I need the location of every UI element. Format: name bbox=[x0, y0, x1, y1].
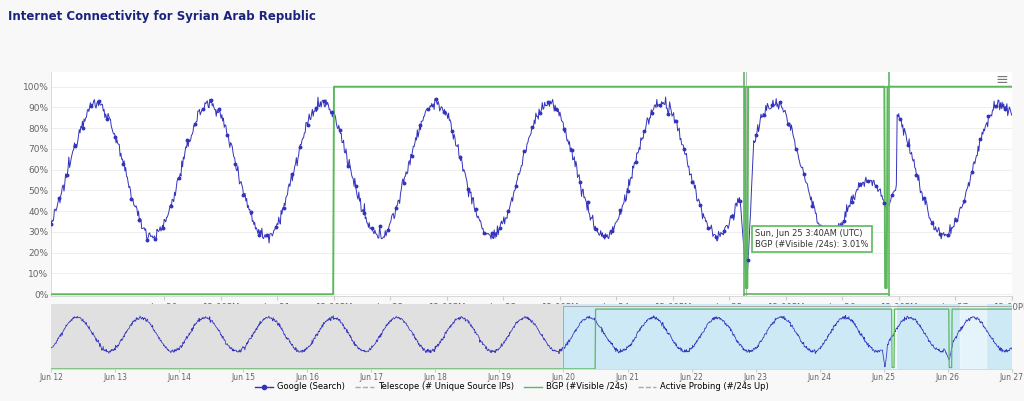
Bar bbox=[891, 304, 896, 369]
Bar bbox=[563, 306, 1012, 369]
Bar bbox=[959, 304, 986, 369]
Text: Sun, Jun 25 3:40AM (UTC)
BGP (#Visible /24s): 3.01%: Sun, Jun 25 3:40AM (UTC) BGP (#Visible /… bbox=[755, 229, 868, 249]
X-axis label: Time (UTC): Time (UTC) bbox=[505, 316, 558, 326]
Bar bbox=[563, 304, 1012, 369]
Text: Internet Connectivity for Syrian Arab Republic: Internet Connectivity for Syrian Arab Re… bbox=[8, 10, 316, 23]
Legend: Google (Search), Telescope (# Unique Source IPs), BGP (#Visible /24s), Active Pr: Google (Search), Telescope (# Unique Sou… bbox=[252, 379, 772, 395]
Text: ≡: ≡ bbox=[996, 72, 1009, 87]
